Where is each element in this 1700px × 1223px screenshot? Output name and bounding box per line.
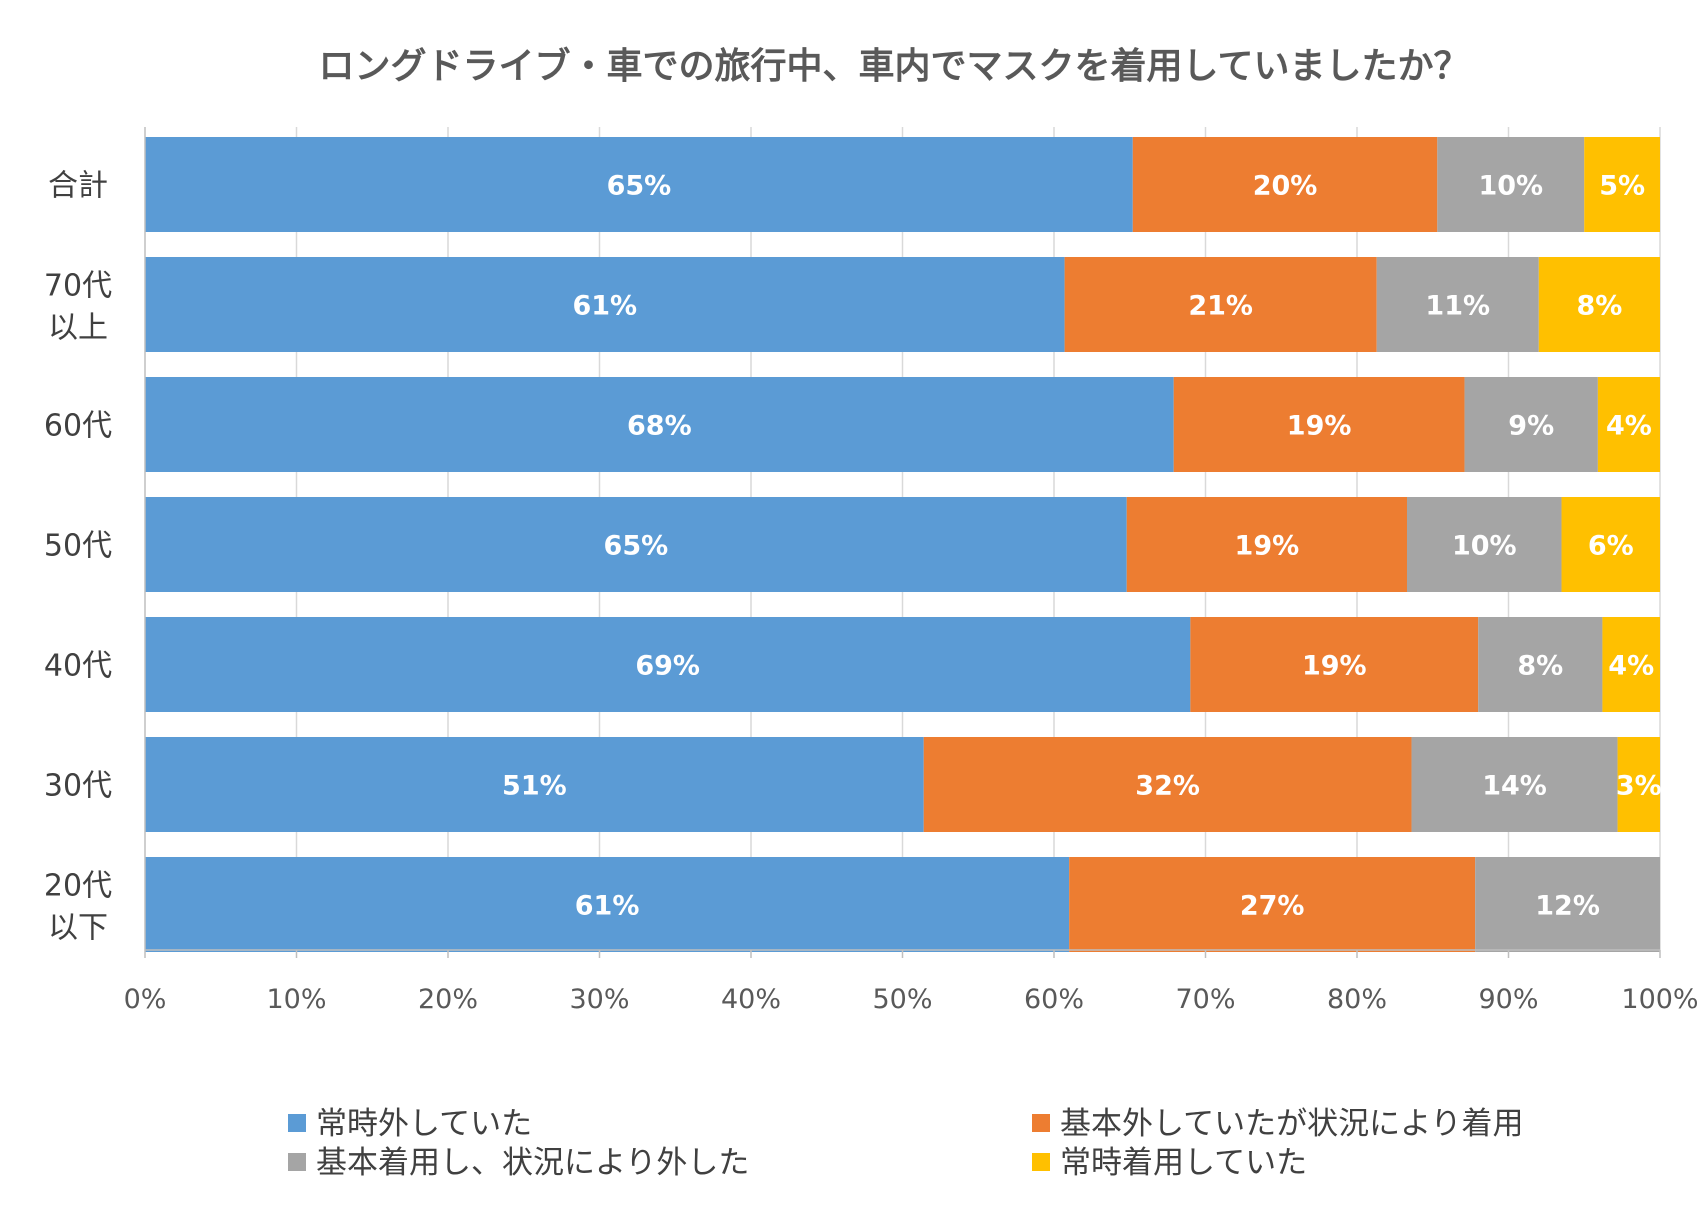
category-label: 70代以上 <box>44 269 112 346</box>
data-label: 65% <box>604 531 669 562</box>
data-label: 69% <box>635 651 700 682</box>
data-label: 12% <box>1535 891 1600 922</box>
legend-swatch <box>288 1114 306 1132</box>
x-tick-label: 30% <box>569 984 629 1015</box>
data-label: 8% <box>1517 651 1563 682</box>
data-label: 9% <box>1508 411 1554 442</box>
category-label: 50代 <box>44 529 112 564</box>
category-label-line: 20代 <box>44 869 112 904</box>
bar-segment <box>1478 617 1603 712</box>
category-label-line: 70代 <box>44 269 112 304</box>
x-tick-label: 70% <box>1175 984 1235 1015</box>
legend-swatch <box>1032 1114 1050 1132</box>
legend-label: 常時外していた <box>316 1106 532 1142</box>
x-tick-label: 60% <box>1024 984 1084 1015</box>
x-tick-label: 40% <box>721 984 781 1015</box>
x-tick-label: 80% <box>1327 984 1387 1015</box>
bar-segment <box>1464 377 1598 472</box>
category-label: 40代 <box>44 649 112 684</box>
data-label: 65% <box>607 171 672 202</box>
bar-segment <box>1538 257 1660 352</box>
data-label: 19% <box>1302 651 1367 682</box>
legend-label: 常時着用していた <box>1060 1145 1307 1181</box>
data-label: 32% <box>1135 771 1200 802</box>
data-label: 51% <box>502 771 567 802</box>
bar-segment <box>1132 137 1438 232</box>
bar-segment <box>1584 137 1660 232</box>
data-label: 27% <box>1240 891 1305 922</box>
legend-label: 基本外していたが状況により着用 <box>1060 1106 1523 1142</box>
data-label: 8% <box>1576 291 1622 322</box>
x-tick-label: 50% <box>872 984 932 1015</box>
x-tick-label: 90% <box>1478 984 1538 1015</box>
bar-segment <box>1437 137 1585 232</box>
data-label: 4% <box>1606 411 1652 442</box>
bar-segment <box>1173 377 1465 472</box>
data-label: 19% <box>1287 411 1352 442</box>
x-tick-label: 100% <box>1621 984 1698 1015</box>
bar-segment <box>1406 497 1562 592</box>
category-label-line: 以上 <box>48 311 108 346</box>
data-label: 19% <box>1235 531 1300 562</box>
bar-segment <box>1597 377 1660 472</box>
legend-swatch <box>288 1153 306 1171</box>
data-label: 5% <box>1599 171 1645 202</box>
bar-segment <box>145 737 924 832</box>
bar-segment <box>145 497 1127 592</box>
data-label: 68% <box>627 411 692 442</box>
data-label: 61% <box>575 891 640 922</box>
data-label: 14% <box>1482 771 1547 802</box>
data-label: 3% <box>1616 771 1662 802</box>
category-label: 合計 <box>48 169 108 204</box>
axes: 0% 10% 20% 30% 40% 50% 60% 70% 80% 90% 100% 合計 70代以上… <box>44 127 1699 1015</box>
bar-segment <box>145 257 1065 352</box>
bar-segment <box>1617 737 1660 832</box>
category-label: 60代 <box>44 409 112 444</box>
data-label: 6% <box>1588 531 1634 562</box>
legend-label: 基本着用し、状況により外した <box>316 1145 749 1181</box>
data-labels: 65% 20% 10% 5% 61% 21% 11% 8% 68% 19% 9% 4% 65% 19% 10… <box>502 171 1662 922</box>
bar-segment <box>145 377 1174 472</box>
bar-segment <box>145 137 1133 232</box>
bars <box>145 137 1660 952</box>
data-label: 4% <box>1608 651 1654 682</box>
data-label: 20% <box>1253 171 1318 202</box>
bar-segment <box>1069 857 1476 952</box>
category-label-line: 以下 <box>48 911 108 946</box>
bar-segment <box>1064 257 1377 352</box>
data-label: 61% <box>572 291 637 322</box>
x-tick-label: 0% <box>124 984 167 1015</box>
bar-segment <box>1475 857 1660 952</box>
bar-segment <box>1561 497 1660 592</box>
bar-segment <box>1411 737 1618 832</box>
data-label: 21% <box>1188 291 1253 322</box>
data-label: 11% <box>1425 291 1490 322</box>
data-label: 10% <box>1478 171 1543 202</box>
bar-segment <box>1126 497 1407 592</box>
category-label: 30代 <box>44 769 112 804</box>
bar-segment <box>1190 617 1479 712</box>
chart-title: ロングドライブ・車での旅行中、車内でマスクを着用していましたか？ <box>319 45 1470 87</box>
data-label: 10% <box>1452 531 1517 562</box>
bar-segment <box>923 737 1412 832</box>
bar-segment <box>145 617 1191 712</box>
bar-segment <box>1602 617 1660 712</box>
bar-segment <box>1376 257 1539 352</box>
x-tick-label: 20% <box>418 984 478 1015</box>
category-label: 20代以下 <box>44 869 112 946</box>
x-tick-label: 10% <box>266 984 326 1015</box>
legend-swatch <box>1032 1153 1050 1171</box>
bar-segment <box>145 857 1070 952</box>
